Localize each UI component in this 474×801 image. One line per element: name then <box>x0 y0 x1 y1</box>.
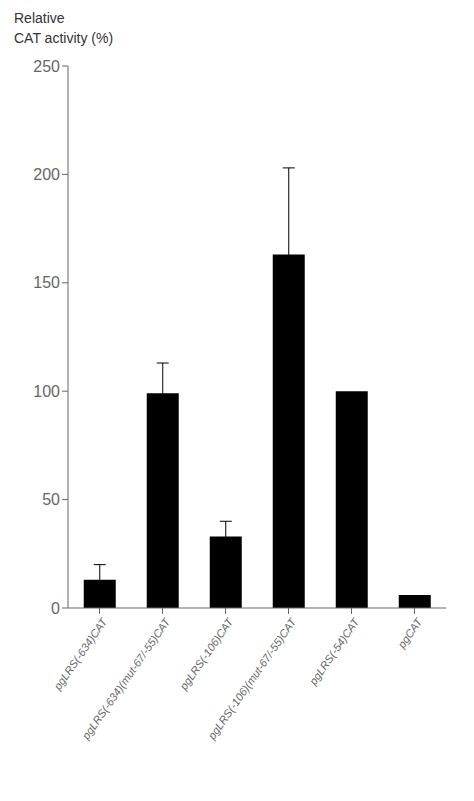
svg-text:pgCAT: pgCAT <box>395 615 425 651</box>
html-text:Relative: Relative <box>14 10 65 26</box>
svg-text:100: 100 <box>33 383 60 400</box>
svg-text:0: 0 <box>51 600 60 617</box>
svg-text:250: 250 <box>33 58 60 75</box>
svg-text:pgLRS(-54)CAT: pgLRS(-54)CAT <box>306 615 362 688</box>
svg-text:pgLRS(-634)(mut-67/-55)CAT: pgLRS(-634)(mut-67/-55)CAT <box>79 615 173 742</box>
svg-text:200: 200 <box>33 166 60 183</box>
html-text:CAT activity (%): CAT activity (%) <box>14 30 113 46</box>
svg-text:pgLRS(-106)CAT: pgLRS(-106)CAT <box>177 615 236 693</box>
svg-text:pgLRS(-634)CAT: pgLRS(-634)CAT <box>51 615 110 693</box>
svg-text:50: 50 <box>42 491 60 508</box>
svg-text:pgLRS(-106)(mut-67/-55)CAT: pgLRS(-106)(mut-67/-55)CAT <box>205 615 299 742</box>
svg-text:150: 150 <box>33 274 60 291</box>
